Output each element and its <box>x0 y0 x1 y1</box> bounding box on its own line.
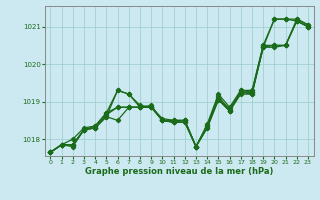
X-axis label: Graphe pression niveau de la mer (hPa): Graphe pression niveau de la mer (hPa) <box>85 167 273 176</box>
